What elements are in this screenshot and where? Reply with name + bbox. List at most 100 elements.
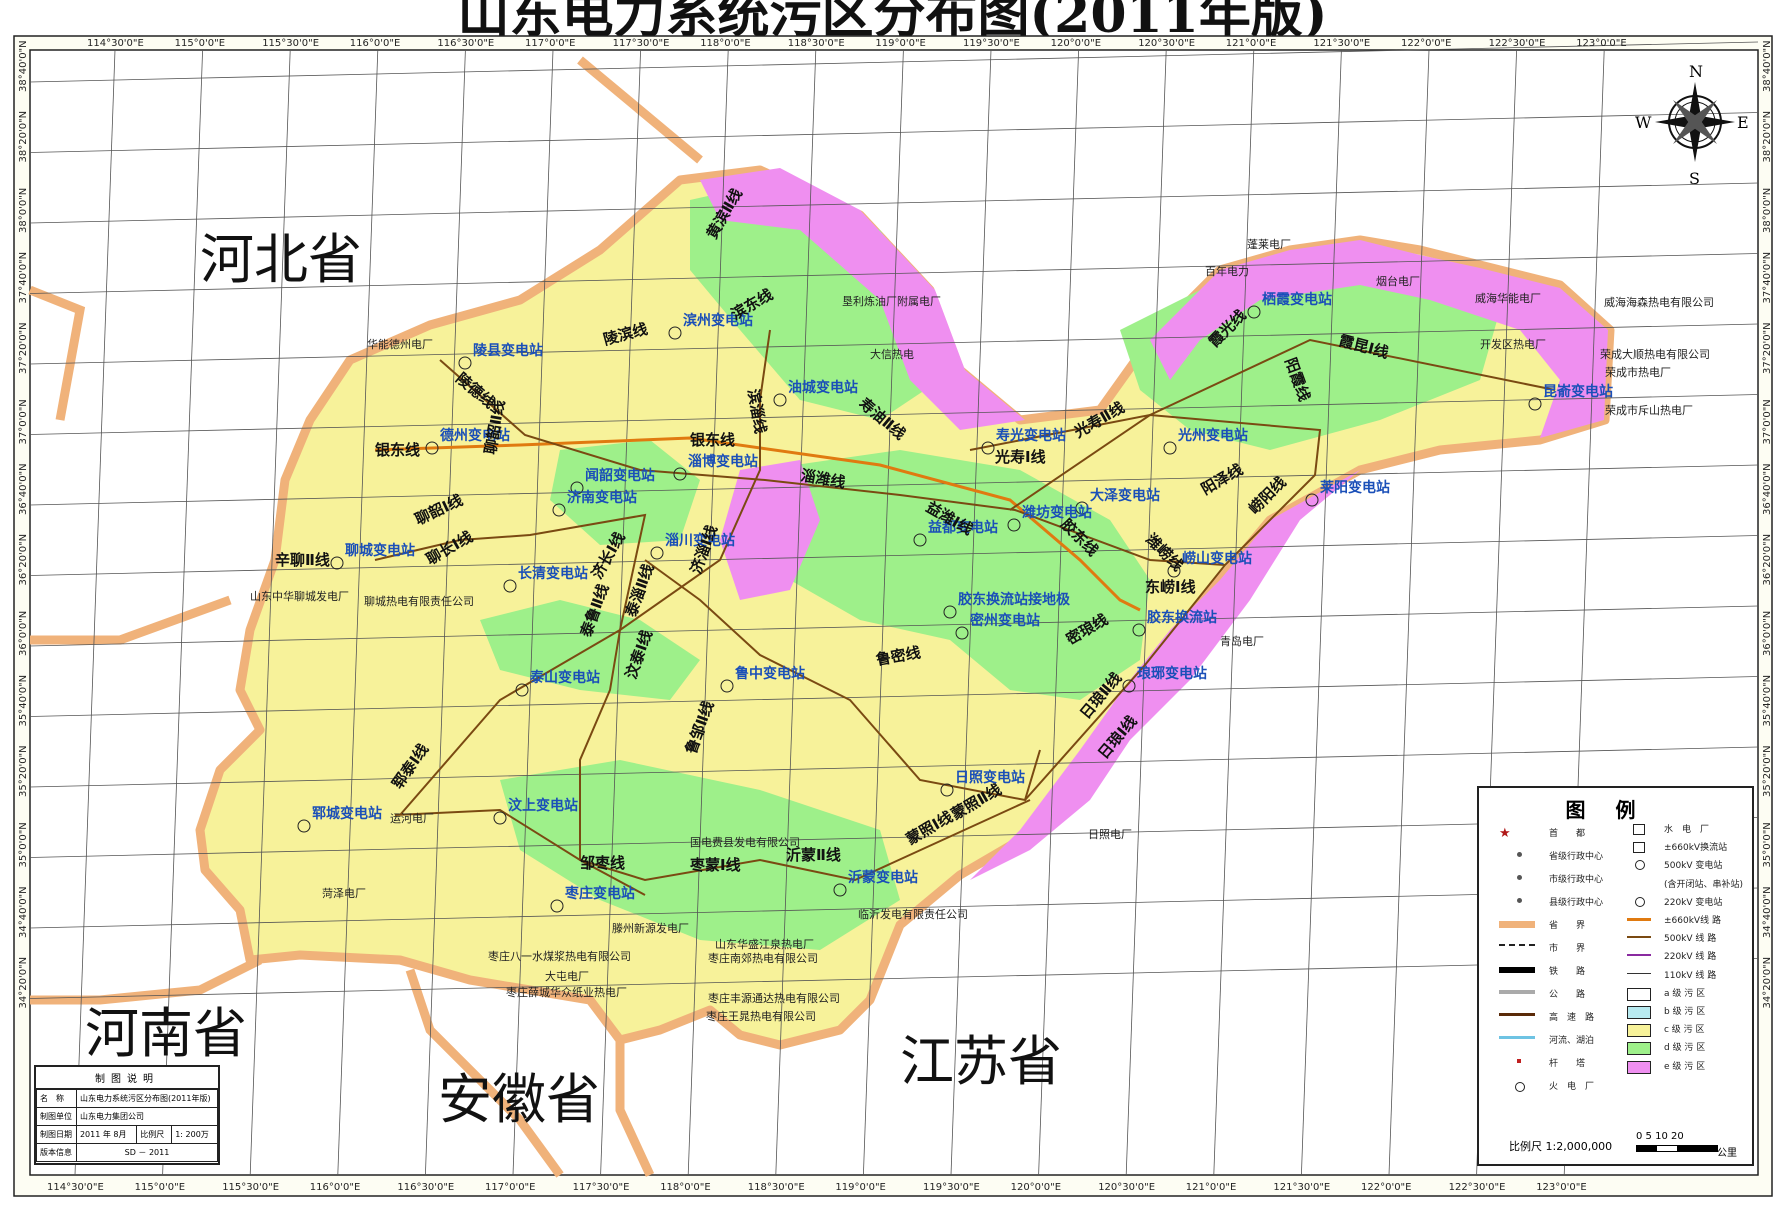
station-label[interactable]: 滨州变电站 [683, 312, 753, 329]
station-label[interactable]: 密州变电站 [969, 612, 1040, 629]
line-500kv-south [394, 799, 1031, 882]
station-marker[interactable] [981, 441, 995, 455]
station-marker[interactable] [550, 899, 564, 913]
power-plant-label: 华能德州电厂 [367, 337, 433, 351]
lat-tick-right: 35°0'0"N [1762, 822, 1773, 867]
info-value: 山东电力系统污区分布图(2011年版) [75, 1089, 219, 1108]
line-500kv-east [1009, 338, 1556, 511]
scale-unit: 公里 [1717, 1148, 1737, 1159]
station-label[interactable]: 鲁中变电站 [734, 665, 805, 682]
station-label[interactable]: 大泽变电站 [1090, 487, 1160, 504]
station-label[interactable]: 长清变电站 [518, 565, 588, 582]
station-marker[interactable] [1305, 493, 1319, 507]
station-label[interactable]: 栖霞变电站 [1262, 291, 1332, 308]
station-marker[interactable] [515, 683, 529, 697]
station-label[interactable]: 沂蒙变电站 [848, 869, 918, 886]
station-marker[interactable] [943, 605, 957, 619]
station-marker[interactable] [673, 467, 687, 481]
station-label[interactable]: 陵县变电站 [473, 342, 543, 359]
station-label[interactable]: 济南变电站 [567, 489, 637, 506]
station-label[interactable]: 寿光变电站 [996, 427, 1066, 444]
station-marker[interactable] [833, 883, 847, 897]
power-plant-label: 枣庄南郊热电有限公司 [708, 951, 818, 965]
lat-tick-right: 38°0'0"N [1762, 188, 1773, 233]
e-zone-zibo [720, 460, 820, 600]
station-marker[interactable] [330, 556, 344, 570]
station-marker[interactable] [1132, 623, 1146, 637]
station-marker[interactable] [458, 356, 472, 370]
station-marker[interactable] [1075, 501, 1089, 515]
lat-tick-left: 36°0'0"N [18, 611, 29, 656]
legend-label: 高 速 路 [1549, 1013, 1595, 1023]
station-marker[interactable] [668, 326, 682, 340]
lon-tick-top: 119°30'0"E [963, 38, 1020, 49]
station-label[interactable]: 昆嵛变电站 [1543, 383, 1613, 400]
lat-tick-right: 37°20'0"N [1762, 322, 1773, 374]
station-marker[interactable] [720, 679, 734, 693]
station-label[interactable]: 胶东换流站 [1147, 609, 1217, 626]
station-marker[interactable] [570, 481, 584, 495]
station-label[interactable]: 琅琊变电站 [1137, 665, 1207, 682]
power-plant-label: 威海海森热电有限公司 [1604, 295, 1714, 309]
lon-tick-top: 122°0'0"E [1401, 38, 1451, 49]
station-marker[interactable] [1167, 564, 1181, 578]
station-label[interactable]: 胶东换流站接地极 [958, 591, 1071, 608]
legend-label: (含开闭站、串补站) [1664, 879, 1744, 890]
station-label[interactable]: 光州变电站 [1177, 427, 1248, 444]
lon-tick-bottom: 120°0'0"E [1011, 1182, 1061, 1193]
station-marker[interactable] [650, 546, 664, 560]
power-plant-label: 山东华盛江泉热电厂 [715, 937, 814, 951]
power-plant-label: 枣庄丰源通达热电有限公司 [708, 991, 840, 1005]
info-key: 比例尺 [136, 1125, 173, 1144]
lon-tick-top: 120°0'0"E [1051, 38, 1101, 49]
station-marker[interactable] [1247, 305, 1261, 319]
info-value: SD － 2011 [75, 1143, 219, 1162]
station-label[interactable]: 聊城变电站 [345, 542, 415, 559]
lat-tick-right: 36°20'0"N [1762, 534, 1773, 586]
legend-label: 110kV 线 路 [1664, 970, 1717, 981]
power-plant-label: 枣庄王晁热电有限公司 [706, 1009, 816, 1023]
station-marker[interactable] [940, 783, 954, 797]
legend-symbol [1517, 898, 1522, 903]
station-marker[interactable] [1122, 679, 1136, 693]
station-marker[interactable] [1528, 397, 1542, 411]
power-plant-label: 枣庄八一水煤浆热电有限公司 [488, 949, 631, 963]
station-label[interactable]: 泰山变电站 [529, 669, 600, 686]
legend-symbol [1499, 944, 1535, 946]
lon-tick-bottom: 118°0'0"E [660, 1182, 710, 1193]
station-label[interactable]: 崂山变电站 [1182, 550, 1252, 567]
lon-tick-bottom: 115°30'0"E [222, 1182, 279, 1193]
line-500kv-central [644, 559, 1041, 802]
station-marker[interactable] [297, 819, 311, 833]
station-label[interactable]: 日照变电站 [955, 769, 1025, 786]
neighbour-border-anhui [405, 968, 655, 1178]
station-marker[interactable] [552, 503, 566, 517]
legend-symbol [1627, 1042, 1651, 1056]
lat-tick-right: 35°20'0"N [1762, 745, 1773, 797]
station-label[interactable]: 汶上变电站 [508, 797, 578, 814]
station-label[interactable]: 闻韶变电站 [585, 467, 655, 484]
station-marker[interactable] [1007, 518, 1021, 532]
station-label[interactable]: 郓城变电站 [312, 805, 382, 822]
station-label[interactable]: 莱阳变电站 [1320, 479, 1390, 496]
station-label[interactable]: 德州变电站 [440, 427, 510, 444]
station-marker[interactable] [1163, 441, 1177, 455]
station-marker[interactable] [773, 393, 787, 407]
station-label[interactable]: 淄博变电站 [688, 453, 758, 470]
e-zone-south-coast [970, 470, 1360, 880]
station-marker[interactable] [503, 579, 517, 593]
station-marker[interactable] [913, 533, 927, 547]
station-label[interactable]: 淄川变电站 [665, 532, 735, 549]
station-marker[interactable] [493, 811, 507, 825]
station-label[interactable]: 枣庄变电站 [564, 885, 635, 902]
station-label[interactable]: 油城变电站 [788, 379, 858, 396]
lon-tick-top: 116°0'0"E [350, 38, 400, 49]
legend: 图例 ★ 首 都省级行政中心 市级行政中心 县级行政中心省 界市 界铁 路公 路高 速… [1477, 786, 1754, 1166]
station-label[interactable]: 潍坊变电站 [1022, 504, 1092, 521]
station-marker[interactable] [955, 626, 969, 640]
legend-symbol [1627, 954, 1651, 957]
legend-title: 图例 [1565, 798, 1666, 822]
station-label[interactable]: 益都变电站 [928, 519, 998, 536]
station-marker[interactable] [425, 441, 439, 455]
